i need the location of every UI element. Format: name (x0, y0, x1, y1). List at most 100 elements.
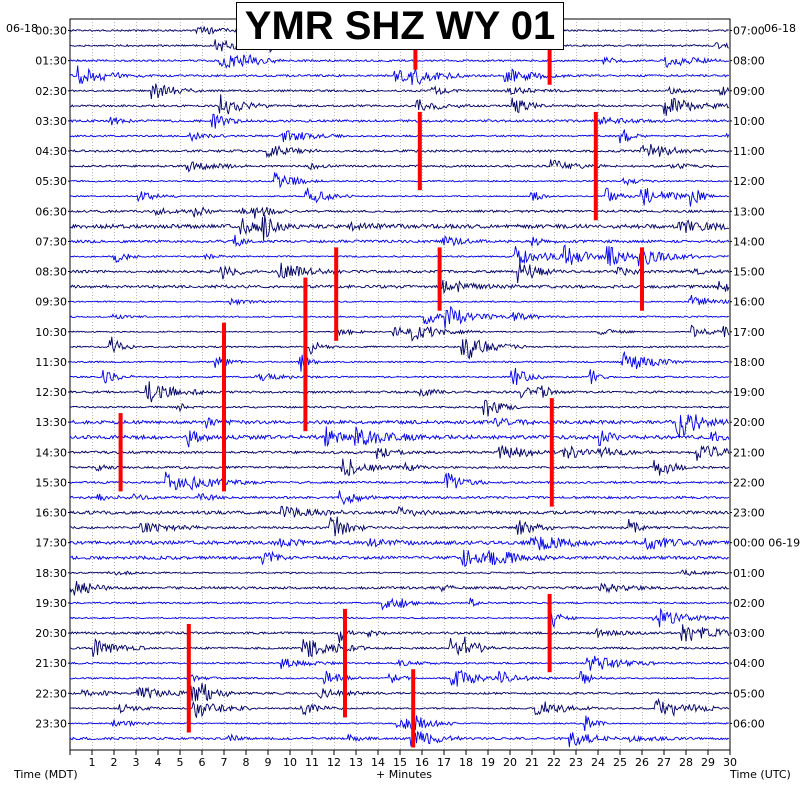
clipped-event (437, 247, 442, 311)
seismogram-trace (69, 581, 730, 596)
x-tick-label: 16 (415, 756, 429, 769)
seismogram-trace (69, 471, 730, 491)
x-tick-label: 2 (111, 756, 118, 769)
right-time-label: 11:00 (733, 145, 765, 158)
left-time-label: 01:30 (35, 55, 67, 68)
seismogram-trace (69, 214, 730, 241)
x-tick-label: 19 (481, 756, 495, 769)
clipped-event (640, 247, 644, 311)
seismogram-trace (69, 234, 730, 248)
seismogram-trace (69, 549, 730, 568)
seismogram-trace (69, 94, 730, 116)
left-time-label: 03:30 (35, 115, 67, 128)
left-time-label: 20:30 (35, 627, 67, 640)
plot-frame (69, 18, 731, 751)
seismogram-trace (69, 159, 729, 173)
right-time-label: 20:00 (733, 416, 765, 429)
right-time-label: 02:00 (733, 597, 765, 610)
left-time-label: 08:30 (35, 266, 67, 279)
right-time-label: 01:00 (733, 567, 765, 580)
left-time-label: 07:30 (35, 235, 67, 248)
seismogram-trace (69, 715, 730, 732)
clipped-event (413, 36, 418, 70)
seismogram-trace (69, 535, 730, 551)
right-date-label: 06-18 (764, 22, 796, 35)
seismogram-trace (69, 54, 730, 69)
left-time-label: 18:30 (35, 567, 67, 580)
x-tick-label: 26 (635, 756, 649, 769)
clipped-event (334, 247, 339, 341)
chart-title: YMR SHZ WY 01 (244, 3, 556, 48)
x-tick-label: 14 (371, 756, 385, 769)
x-tick-label: 15 (393, 756, 407, 769)
right-time-label: 00:00 06-19 (733, 537, 800, 550)
clipped-event (186, 624, 191, 733)
right-time-label: 21:00 (733, 446, 765, 459)
x-tick-label: 7 (221, 756, 228, 769)
seismogram-trace (69, 697, 730, 718)
x-tick-label: 12 (327, 756, 341, 769)
clipped-event (547, 593, 552, 673)
seismogram-trace (69, 414, 730, 439)
right-time-label: 03:00 (733, 627, 765, 640)
x-tick-label: 1 (89, 756, 96, 769)
left-time-label: 13:30 (35, 416, 67, 429)
x-tick-label: 4 (155, 756, 162, 769)
left-time-label: 22:30 (35, 687, 67, 700)
x-tick-label: 18 (459, 756, 473, 769)
x-tick-label: 28 (679, 756, 693, 769)
clipped-event (547, 21, 552, 85)
seismogram-trace (69, 683, 730, 702)
x-tick-label: 21 (525, 756, 539, 769)
x-tick-label: 25 (613, 756, 627, 769)
x-tick-label: 22 (547, 756, 561, 769)
seismogram-trace (69, 305, 730, 329)
seismogram-trace (69, 367, 730, 386)
x-tick-label: 9 (265, 756, 272, 769)
seismogram-trace (69, 669, 729, 687)
seismogram-trace (69, 244, 729, 267)
seismogram-trace (69, 187, 730, 207)
seismogram-trace (69, 113, 730, 129)
seismogram-trace (69, 636, 730, 658)
seismogram-trace (69, 129, 730, 144)
x-tick-label: 30 (723, 756, 737, 769)
left-time-label: 04:30 (35, 145, 67, 158)
x-tick-label: 13 (349, 756, 363, 769)
right-time-label: 13:00 (733, 205, 765, 218)
left-time-label: 00:30 (35, 25, 67, 38)
seismogram-traces (69, 21, 730, 748)
seismogram-trace (69, 324, 730, 342)
seismogram-trace (69, 516, 730, 537)
clipped-event (343, 608, 347, 718)
seismogram-trace (69, 655, 729, 671)
seismogram-trace (69, 280, 730, 295)
left-time-label: 16:30 (35, 507, 67, 520)
seismogram-trace (69, 65, 730, 86)
x-axis-center-label: + Minutes (376, 768, 433, 781)
clipped-event (417, 111, 422, 191)
x-tick-label: 8 (243, 756, 250, 769)
seismogram-trace (69, 624, 730, 643)
seismogram-trace (69, 458, 730, 476)
left-time-label: 19:30 (35, 597, 67, 610)
right-time-label: 15:00 (733, 266, 765, 279)
right-time-label: 18:00 (733, 356, 765, 369)
chart-title-box: YMR SHZ WY 01 (236, 2, 564, 50)
right-time-label: 23:00 (733, 507, 765, 520)
left-time-label: 14:30 (35, 446, 67, 459)
seismogram-trace (69, 294, 730, 306)
x-tick-label: 27 (657, 756, 671, 769)
seismogram-trace (69, 350, 730, 372)
clipped-events (118, 21, 644, 748)
seismogram-trace (69, 490, 730, 506)
right-time-label: 09:00 (733, 85, 765, 98)
x-tick-label: 20 (503, 756, 517, 769)
left-time-label: 10:30 (35, 326, 67, 339)
x-tick-label: 17 (437, 756, 451, 769)
seismogram-trace (69, 381, 730, 403)
seismogram-trace (69, 172, 729, 189)
right-time-label: 10:00 (733, 115, 765, 128)
x-tick-label: 6 (199, 756, 206, 769)
